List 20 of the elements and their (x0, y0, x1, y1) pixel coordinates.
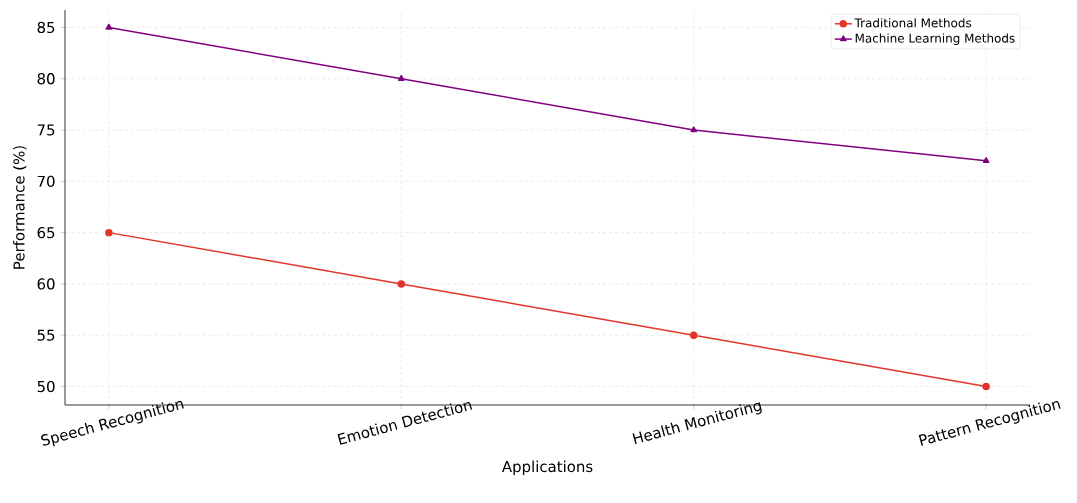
y-tick-label: 50 (37, 380, 55, 393)
y-tick-label: 70 (37, 175, 55, 187)
point (982, 382, 990, 391)
y-tick-label: 65 (37, 226, 55, 239)
y-tick-label: 80 (37, 73, 55, 85)
y-tick-label: 75 (37, 124, 55, 136)
point (397, 74, 405, 81)
point (982, 157, 990, 164)
y-axis-title: Performance (%) (13, 146, 27, 269)
y-tick-label: 55 (37, 329, 55, 341)
x-axis-title: Applications (501, 460, 593, 476)
y-tick-label: 60 (37, 278, 55, 290)
point (690, 126, 698, 133)
y-tick-label: 85 (37, 21, 55, 34)
point (397, 280, 406, 288)
point (105, 228, 113, 237)
legend-label: Machine Learning Methods (855, 33, 1015, 45)
point (105, 23, 113, 30)
point (689, 331, 698, 339)
legend-label: Traditional Methods (854, 18, 972, 28)
